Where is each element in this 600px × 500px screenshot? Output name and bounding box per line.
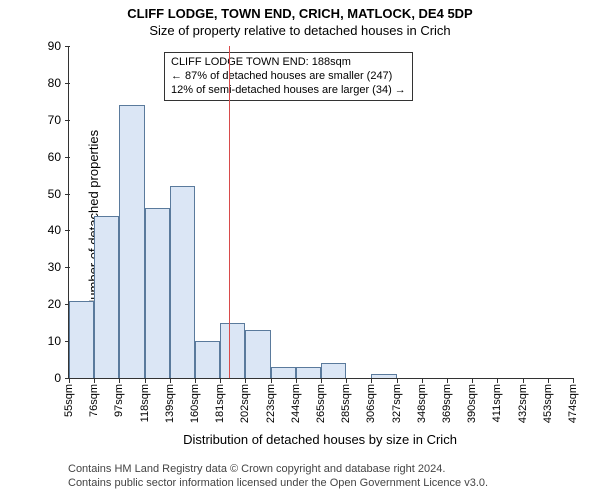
annotation-line-1: CLIFF LODGE TOWN END: 188sqm: [171, 56, 406, 70]
x-tick-label: 223sqm: [265, 384, 277, 423]
y-tick: 30: [48, 260, 69, 274]
histogram-bar: [145, 208, 170, 378]
x-tick-label: 327sqm: [391, 384, 403, 423]
y-tick: 10: [48, 334, 69, 348]
chart-container: CLIFF LODGE, TOWN END, CRICH, MATLOCK, D…: [0, 0, 600, 500]
footer-credits: Contains HM Land Registry data © Crown c…: [68, 462, 488, 491]
histogram-bar: [220, 323, 245, 378]
histogram-bar: [94, 216, 119, 378]
x-tick-label: 202sqm: [239, 384, 251, 423]
y-tick: 0: [54, 371, 69, 385]
y-tick: 90: [48, 39, 69, 53]
x-tick-mark: [271, 378, 272, 383]
x-tick-label: 369sqm: [441, 384, 453, 423]
x-tick-mark: [94, 378, 95, 383]
x-tick-label: 453sqm: [542, 384, 554, 423]
chart-title: CLIFF LODGE, TOWN END, CRICH, MATLOCK, D…: [0, 0, 600, 21]
x-tick-mark: [397, 378, 398, 383]
x-axis-label: Distribution of detached houses by size …: [68, 432, 572, 447]
x-tick-label: 285sqm: [340, 384, 352, 423]
x-tick-mark: [296, 378, 297, 383]
x-tick-mark: [145, 378, 146, 383]
x-tick-mark: [573, 378, 574, 383]
plot-area: CLIFF LODGE TOWN END: 188sqm ← 87% of de…: [68, 46, 573, 379]
x-tick-mark: [170, 378, 171, 383]
x-tick-mark: [245, 378, 246, 383]
y-tick: 50: [48, 187, 69, 201]
x-tick-mark: [321, 378, 322, 383]
x-tick-mark: [69, 378, 70, 383]
x-tick-mark: [220, 378, 221, 383]
x-tick-label: 76sqm: [88, 384, 100, 417]
x-tick-label: 390sqm: [466, 384, 478, 423]
y-tick: 70: [48, 113, 69, 127]
histogram-bar: [119, 105, 144, 378]
x-tick-mark: [548, 378, 549, 383]
x-tick-label: 265sqm: [315, 384, 327, 423]
histogram-bar: [170, 186, 195, 378]
x-tick-mark: [371, 378, 372, 383]
footer-line-1: Contains HM Land Registry data © Crown c…: [68, 462, 488, 476]
chart-subtitle: Size of property relative to detached ho…: [0, 21, 600, 38]
histogram-bar: [321, 363, 346, 378]
x-tick-label: 181sqm: [214, 384, 226, 423]
x-tick-mark: [119, 378, 120, 383]
x-tick-mark: [422, 378, 423, 383]
reference-line: [229, 46, 230, 378]
x-tick-mark: [346, 378, 347, 383]
y-tick: 60: [48, 150, 69, 164]
footer-line-2: Contains public sector information licen…: [68, 476, 488, 490]
y-tick: 20: [48, 297, 69, 311]
histogram-bar: [271, 367, 296, 378]
x-tick-label: 432sqm: [517, 384, 529, 423]
x-tick-label: 474sqm: [567, 384, 579, 423]
x-tick-label: 139sqm: [164, 384, 176, 423]
x-tick-mark: [497, 378, 498, 383]
histogram-bar: [245, 330, 270, 378]
x-tick-mark: [523, 378, 524, 383]
x-tick-mark: [195, 378, 196, 383]
x-tick-mark: [447, 378, 448, 383]
annotation-box: CLIFF LODGE TOWN END: 188sqm ← 87% of de…: [164, 52, 413, 101]
y-tick: 80: [48, 76, 69, 90]
x-tick-label: 306sqm: [365, 384, 377, 423]
x-tick-label: 97sqm: [113, 384, 125, 417]
x-tick-label: 55sqm: [63, 384, 75, 417]
x-tick-label: 118sqm: [139, 384, 151, 422]
x-tick-label: 160sqm: [189, 384, 201, 423]
histogram-bar: [296, 367, 321, 378]
x-tick-label: 348sqm: [416, 384, 428, 423]
x-tick-label: 244sqm: [290, 384, 302, 423]
annotation-line-2: ← 87% of detached houses are smaller (24…: [171, 70, 406, 84]
x-tick-mark: [472, 378, 473, 383]
histogram-bar: [69, 301, 94, 378]
y-tick: 40: [48, 223, 69, 237]
histogram-bar: [195, 341, 220, 378]
x-tick-label: 411sqm: [491, 384, 503, 422]
histogram-bar: [371, 374, 396, 378]
annotation-line-3: 12% of semi-detached houses are larger (…: [171, 84, 406, 98]
